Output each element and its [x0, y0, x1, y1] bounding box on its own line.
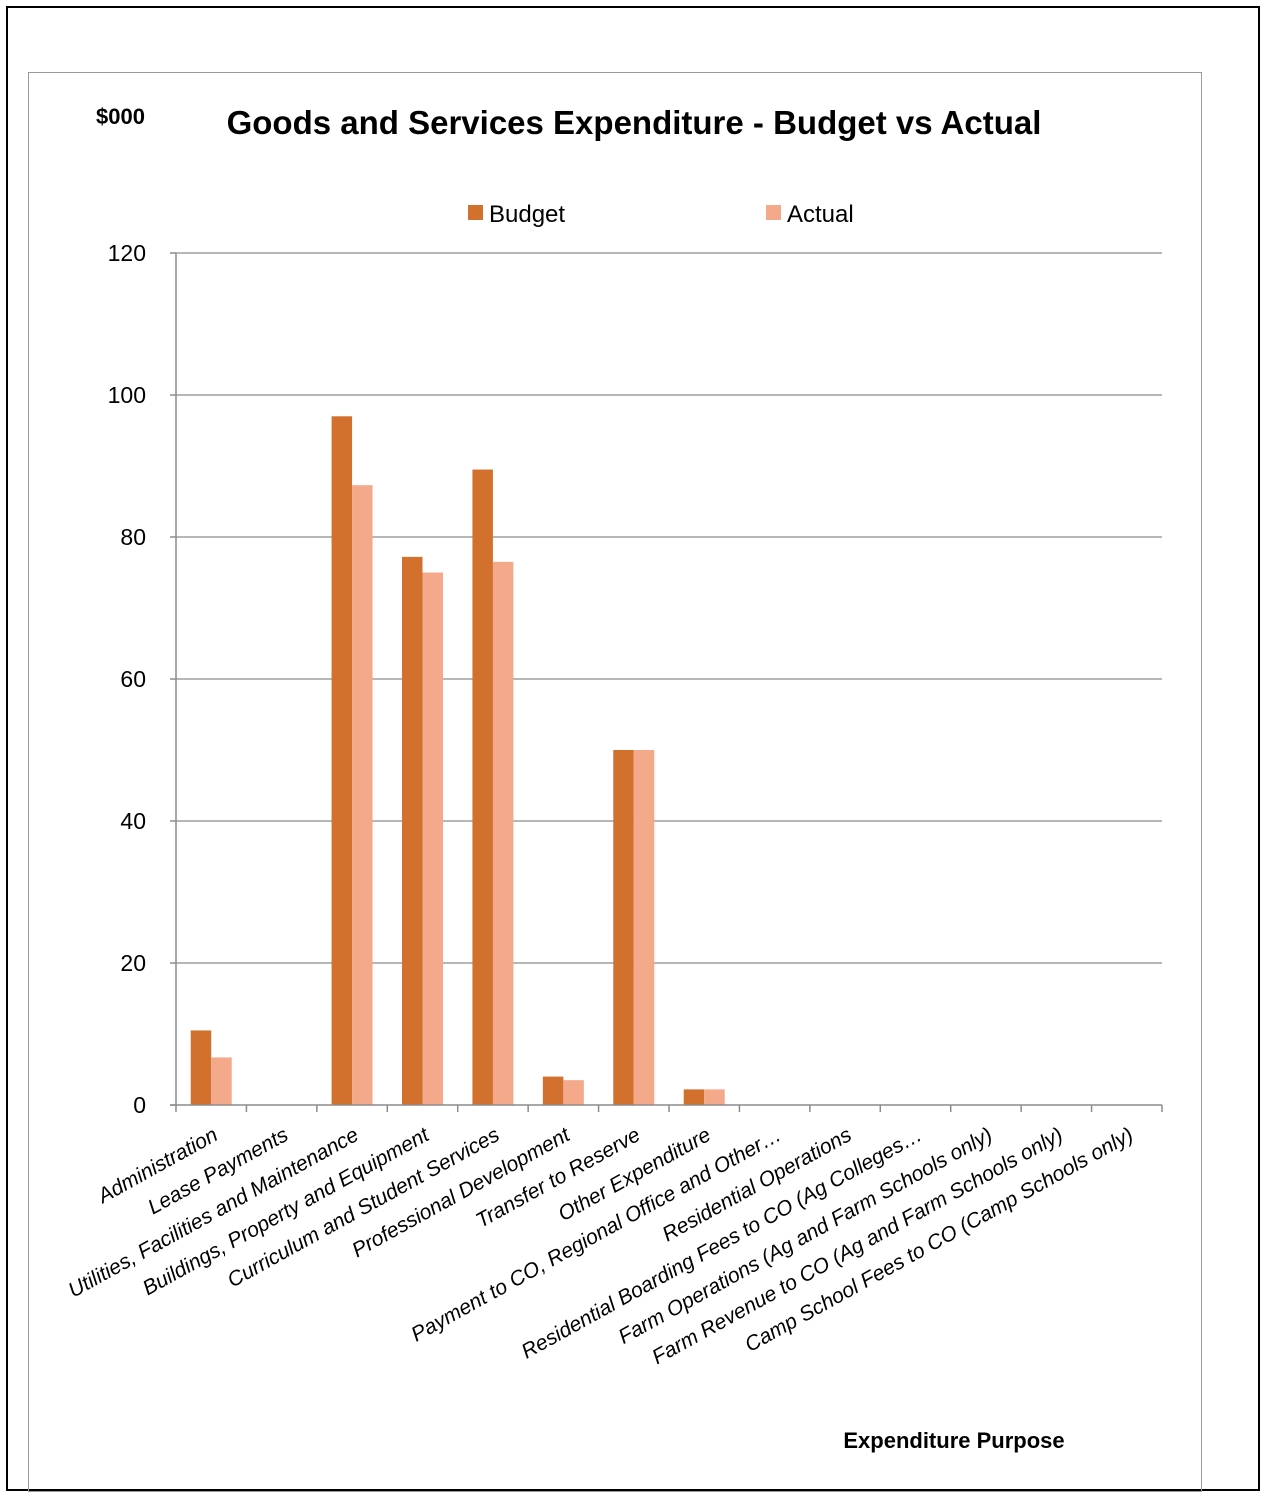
x-tick-label: Utilities, Facilities and Maintenance — [64, 1123, 362, 1302]
bars — [190, 416, 725, 1105]
bar-actual — [563, 1080, 584, 1105]
chart-area-border — [28, 72, 1202, 1492]
bar-actual — [492, 561, 514, 1105]
y-tick-label: 40 — [120, 808, 146, 834]
gridlines — [176, 252, 1162, 964]
legend-label-actual: Actual — [787, 201, 854, 228]
bar-actual — [422, 572, 443, 1105]
bar-budget — [613, 750, 634, 1105]
y-axis-ticks: 0 20 40 60 80 100 120 — [108, 240, 146, 1118]
legend-label-budget: Budget — [489, 201, 565, 228]
axes — [170, 252, 1163, 1112]
legend: Budget Actual — [468, 201, 854, 228]
bar-budget — [683, 1089, 705, 1105]
bar-budget — [472, 469, 493, 1105]
y-tick-label: 120 — [108, 240, 146, 266]
y-tick-label: 20 — [120, 950, 146, 976]
y-tick-label: 80 — [120, 524, 146, 550]
bar-budget — [331, 416, 353, 1105]
bar-actual — [211, 1057, 232, 1105]
legend-swatch-actual — [766, 205, 781, 220]
bar-actual — [633, 750, 655, 1105]
bar-actual — [704, 1089, 725, 1105]
bar-budget — [542, 1076, 564, 1105]
outer-border — [6, 6, 1260, 1491]
chart-title: Goods and Services Expenditure - Budget … — [227, 104, 1042, 141]
x-axis-title: Expenditure Purpose — [843, 1428, 1064, 1453]
bar-actual — [352, 485, 373, 1105]
bar-budget — [190, 1030, 212, 1105]
y-tick-label: 0 — [133, 1092, 146, 1118]
y-unit-label: $000 — [96, 104, 145, 129]
legend-swatch-budget — [468, 205, 483, 220]
bar-budget — [402, 556, 423, 1105]
y-tick-label: 60 — [120, 666, 146, 692]
y-tick-label: 100 — [108, 382, 146, 408]
